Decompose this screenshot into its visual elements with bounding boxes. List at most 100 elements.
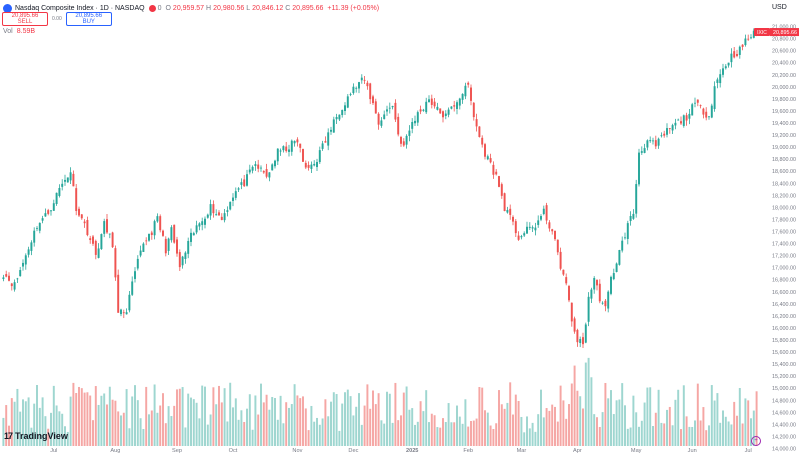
volume-bar [671,425,674,446]
candle [540,214,542,222]
volume-bar [363,405,366,446]
candle [173,224,176,244]
close-value: 20,895.66 [292,4,324,12]
volume-bar [33,403,36,446]
candle [428,95,430,103]
candle [8,272,10,282]
candle [439,108,442,114]
candle [243,174,246,188]
volume-bar [184,427,187,446]
candle [108,233,111,239]
volume-bar [514,394,517,446]
price-tick-label: 19,200.00 [772,133,796,139]
candle [660,132,663,138]
currency-selector[interactable]: USD [772,4,787,11]
price-tag-symbol-box [754,28,770,37]
volume-bar [556,421,559,446]
candle [677,118,680,121]
volume-bar [72,382,75,446]
candle [307,161,310,171]
candle [16,277,19,283]
candle [33,227,36,247]
candle [495,169,498,176]
candle [181,255,184,269]
candle [22,259,24,271]
volume-bar [615,400,618,446]
candle [411,118,414,134]
buy-button[interactable]: 20,895.66 BUY [65,12,112,26]
sell-button[interactable]: 20,895.66 SELL [2,12,48,26]
candle [464,82,467,100]
candle [184,251,187,264]
volume-bar [489,425,492,446]
candle [265,163,268,179]
volume-bar [708,425,710,446]
volume-bar [111,399,114,446]
change-value: +11.39 (+0.05%) [327,4,380,12]
volume-bar [232,407,234,446]
volume-bar [251,429,254,446]
add-indicator-icon[interactable]: + [751,436,761,446]
tradingview-mark-icon: 17 [4,431,13,441]
volume-bar [408,409,411,446]
volume-bar [680,429,682,446]
candle [733,47,736,59]
volume-bar [75,393,78,446]
close-label: C [285,4,291,12]
time-tick-label: Oct [229,448,238,454]
candle [500,182,503,199]
volume-bar [554,406,556,446]
volume-bar [635,412,638,446]
volume-bar [237,419,240,446]
candle [176,236,178,257]
volume-bar [590,377,593,446]
candle [582,332,584,348]
price-axis[interactable]: 14,000.00 14,200.00 14,400.00 14,600.00 14,8… [772,25,796,453]
volume-bar [38,407,41,446]
candle [402,138,405,147]
volume-bar [397,420,400,446]
candle [52,199,55,211]
volume-bar [752,410,755,446]
candle [526,221,528,234]
candle [335,113,338,125]
volume-bar [430,413,433,446]
symbol-title[interactable]: Nasdaq Composite Index · 1D · NASDAQ [15,4,145,12]
volume-bar [276,419,279,446]
volume-bar [545,408,548,446]
candle [548,220,551,232]
time-tick-label: Aug [110,448,120,454]
candle [565,273,568,286]
candle [621,236,624,253]
volume-bar [296,395,299,446]
candle [204,216,206,229]
volume-bar [643,402,646,446]
volume-bar [254,395,257,446]
candle [38,222,41,234]
candle [64,174,66,186]
volume-legend[interactable]: Vol 8.59B [3,28,35,35]
candle [251,165,254,174]
candle [332,116,335,133]
candle [229,201,232,211]
high-label: H [206,4,212,12]
volume-bar [240,410,243,446]
volume-bar [307,430,310,446]
volume-bar [265,394,268,446]
candle [134,267,136,283]
candle [554,230,556,241]
badge: 0 [157,4,162,12]
candle [302,148,304,163]
time-axis[interactable]: Jul Aug Sep Oct Nov Dec 2025 Feb Mar Apr May Jun Jul [50,448,752,454]
volume-bar [705,430,708,446]
volume-bar [156,412,159,446]
candle [47,208,50,216]
volume-bar [61,413,64,446]
candle [573,316,576,334]
volume-bar [400,415,402,446]
volume-bar [316,417,318,446]
volume-bar [470,420,472,446]
volume-bar [509,382,512,446]
volume-bar [360,424,363,446]
